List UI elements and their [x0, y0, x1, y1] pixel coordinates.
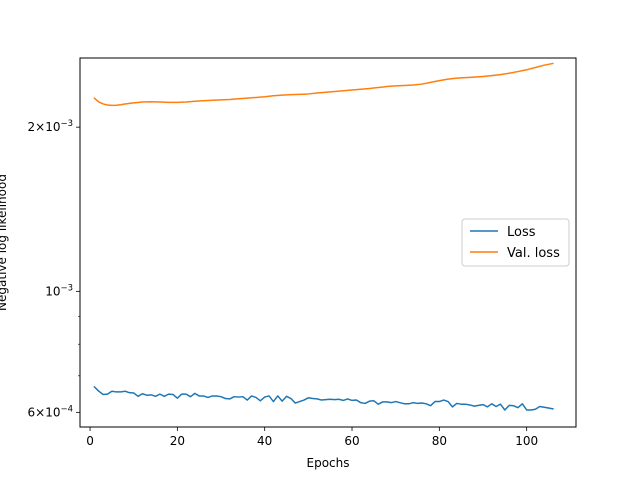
- x-tick-label: 100: [515, 434, 538, 448]
- plot-lines: [93, 62, 554, 411]
- series-line-val-loss: [93, 62, 554, 107]
- x-axis: 0 20 40 60 80 100: [86, 427, 538, 448]
- x-tick-label: 20: [170, 434, 185, 448]
- x-tick-label: 80: [432, 434, 447, 448]
- series-line-loss: [93, 385, 554, 411]
- y-axis-label: Negative log likelihood: [0, 174, 9, 311]
- x-tick-label: 60: [344, 434, 359, 448]
- y-tick-label: 10−3: [45, 283, 73, 298]
- legend-label: Val. loss: [507, 246, 560, 261]
- legend: Loss Val. loss: [461, 218, 570, 267]
- y-tick-label: 2×10−3: [28, 119, 74, 134]
- y-tick-label: 6×10−4: [28, 404, 74, 419]
- x-tick-label: 40: [257, 434, 272, 448]
- plot-frame: [79, 57, 577, 428]
- x-tick-label: 0: [86, 434, 94, 448]
- legend-label: Loss: [507, 225, 536, 240]
- x-axis-label: Epochs: [307, 456, 350, 470]
- y-axis: 6×10−4 10−3 2×10−3: [28, 119, 80, 419]
